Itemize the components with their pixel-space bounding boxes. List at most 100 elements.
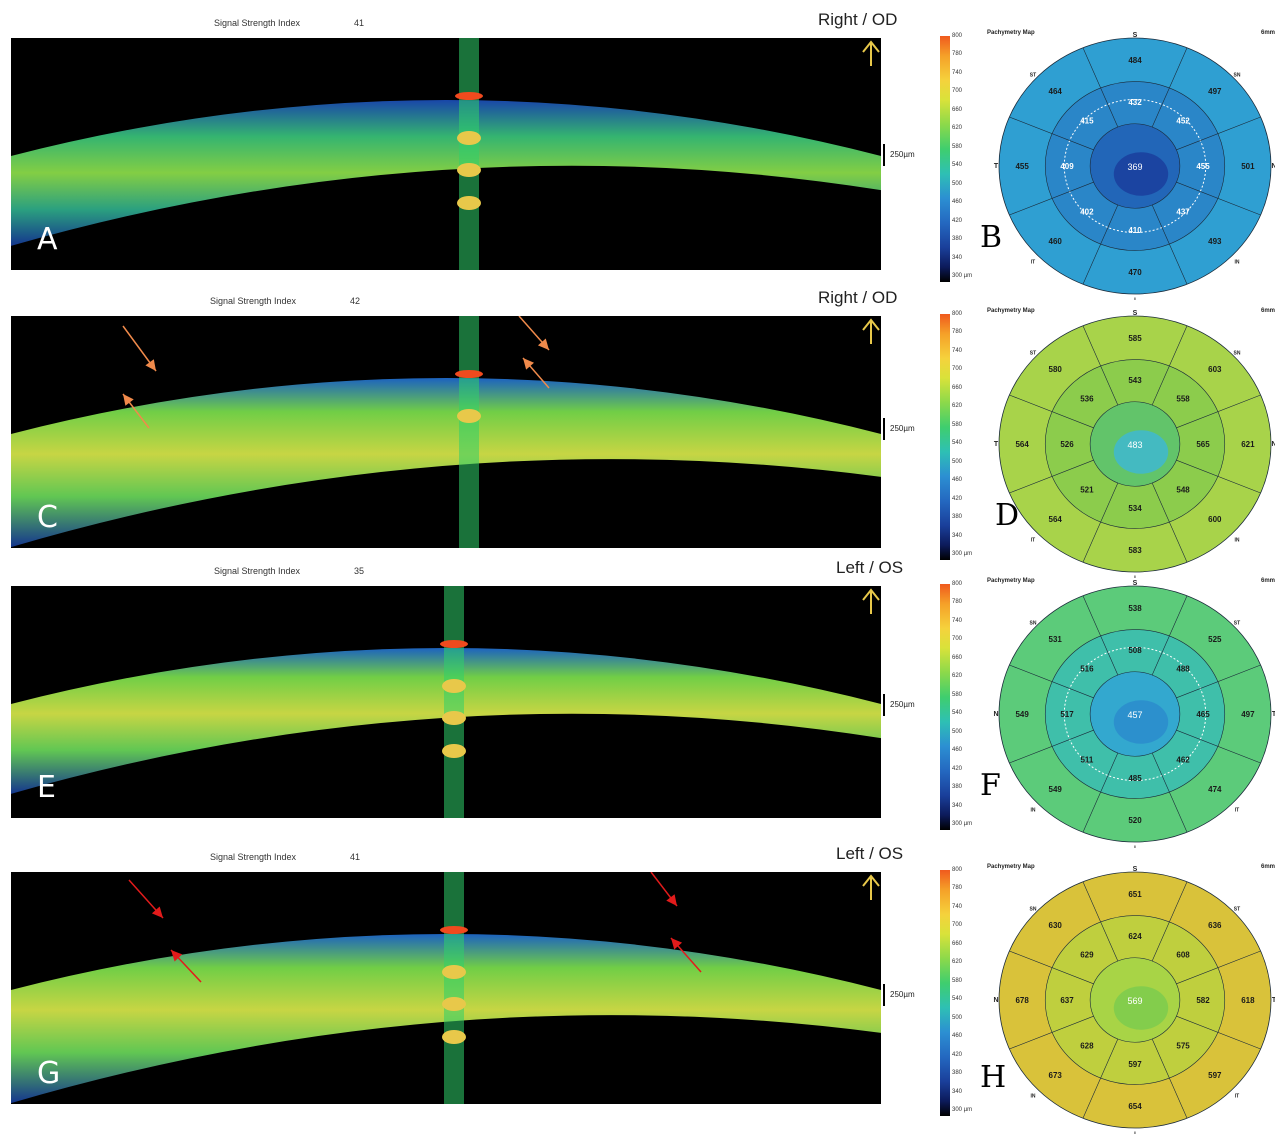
map-panel-label: F: [980, 768, 1001, 803]
map-corner-label: IN: [1235, 537, 1240, 543]
map-corner-label: ST: [1030, 72, 1036, 78]
map-inner-value: 485: [1128, 774, 1142, 783]
color-scale-tick: 660: [952, 106, 963, 113]
map-inner-value: 565: [1196, 440, 1210, 449]
cornea-band: [11, 378, 881, 548]
reflex-spot: [440, 926, 468, 934]
map-corner-label: IN: [1031, 807, 1036, 813]
map-outer-value: 585: [1128, 334, 1142, 343]
color-scale-tick: 580: [952, 143, 963, 150]
map-sector-line: [1009, 394, 1094, 429]
color-scale-tick: 740: [952, 617, 963, 624]
map-corner-label: IN: [1031, 1093, 1036, 1099]
ssi-value: 41: [350, 852, 361, 862]
color-scale-tick: 740: [952, 347, 963, 354]
map-inner-value: 543: [1128, 376, 1142, 385]
color-scale-tick: 780: [952, 51, 963, 58]
map-compass-right: T: [1272, 997, 1275, 1004]
map-sector-line: [1009, 459, 1094, 494]
map-sector-line: [1082, 1038, 1119, 1119]
map-inner-value: 452: [1176, 117, 1190, 126]
map-title: Pachymetry Map: [987, 30, 1035, 36]
color-scale-tick: 620: [952, 673, 963, 680]
map-dotted-ring: [1063, 646, 1207, 782]
color-scale-tick: 340: [952, 254, 963, 261]
map-inner-value: 624: [1128, 932, 1142, 941]
map-inner-value: 455: [1196, 162, 1210, 171]
ssi-label: Signal Strength Index: [210, 852, 297, 862]
thickness-color-scale: 800 780 740 700 660 620 580 540 500 460 420 380 340 3…: [940, 33, 972, 282]
map-outer-value: 464: [1049, 87, 1063, 96]
map-outer-value: 497: [1208, 87, 1222, 96]
map-inner-value: 558: [1176, 395, 1190, 404]
map-outer-value: 600: [1208, 515, 1222, 524]
reflex-column: [459, 38, 479, 270]
map-title: Pachymetry Map: [987, 578, 1035, 584]
color-scale-tick: 340: [952, 532, 963, 539]
map-inner-value: 437: [1176, 207, 1190, 216]
color-scale-tick: 300 µm: [952, 1107, 973, 1113]
ssi-label: Signal Strength Index: [214, 18, 301, 28]
map-inner-value: 409: [1060, 162, 1074, 171]
map-sector-line: [1151, 752, 1188, 833]
color-scale-tick: 540: [952, 162, 963, 169]
map-diameter: 6mm: [1260, 30, 1275, 36]
map-compass-left: T: [994, 163, 999, 170]
color-scale-tick: 500: [952, 180, 963, 187]
map-diameter: 6mm: [1260, 578, 1275, 584]
color-scale-tick: 380: [952, 784, 963, 791]
map-outer-value: 549: [1049, 785, 1063, 794]
map-dotted-ring: [1063, 98, 1207, 234]
map-outer-value: 673: [1049, 1071, 1063, 1080]
color-scale-tick: 660: [952, 384, 963, 391]
map-center-zone: [1113, 430, 1169, 474]
color-scale-tick: 700: [952, 88, 963, 95]
map-outer-value: 474: [1208, 785, 1222, 794]
ssi-label: Signal Strength Index: [214, 566, 301, 576]
map-corner-label: ST: [1030, 350, 1036, 356]
panel-label: A: [37, 222, 58, 257]
color-scale-tick: 460: [952, 747, 963, 754]
map-inner-value: 410: [1128, 226, 1142, 235]
map-outer-value: 651: [1128, 890, 1142, 899]
color-scale-tick: 700: [952, 922, 963, 929]
cornea-band: [11, 100, 881, 246]
reflex-spot: [455, 92, 483, 100]
map-inner-value: 508: [1128, 646, 1142, 655]
color-scale-tick: 780: [952, 329, 963, 336]
map-corner-label: IN: [1235, 259, 1240, 265]
color-scale-tick: 300 µm: [952, 821, 973, 827]
signal-strength-index: Signal Strength Index 42: [210, 296, 360, 306]
color-scale-tick: 800: [952, 867, 963, 873]
color-scale-tick: 500: [952, 458, 963, 465]
oct-scan: C: [11, 316, 881, 548]
color-scale-tick: 660: [952, 654, 963, 661]
reflex-column: [459, 316, 479, 548]
map-inner-value: 629: [1080, 951, 1094, 960]
map-center-value: 457: [1127, 710, 1142, 720]
map-sector-line: [1009, 950, 1094, 985]
panel-label: C: [37, 500, 58, 535]
map-compass-bottom: I: [1134, 846, 1136, 848]
scale-bar: [883, 694, 885, 716]
map-inner-value: 432: [1128, 98, 1142, 107]
color-scale-tick: 800: [952, 581, 963, 587]
color-scale-tick: 800: [952, 33, 963, 39]
ssi-value: 41: [354, 18, 365, 28]
map-sector-line: [1176, 1015, 1261, 1050]
map-outer-value: 636: [1208, 921, 1222, 930]
map-sector-line: [1082, 325, 1119, 406]
reflex-spot: [457, 196, 481, 210]
map-inner-value: 597: [1128, 1060, 1142, 1069]
map-inner-value: 402: [1080, 207, 1094, 216]
color-scale-tick: 580: [952, 421, 963, 428]
color-scale-tick: 420: [952, 765, 963, 772]
eye-label: Left / OS: [836, 844, 904, 863]
color-scale-tick: 420: [952, 1051, 963, 1058]
map-outer-value: 531: [1049, 635, 1063, 644]
color-scale-tick: 420: [952, 495, 963, 502]
map-inner-value: 415: [1080, 117, 1094, 126]
eye-label: Right / OD: [818, 10, 898, 29]
map-outer-value: 630: [1049, 921, 1063, 930]
color-scale-tick: 460: [952, 477, 963, 484]
